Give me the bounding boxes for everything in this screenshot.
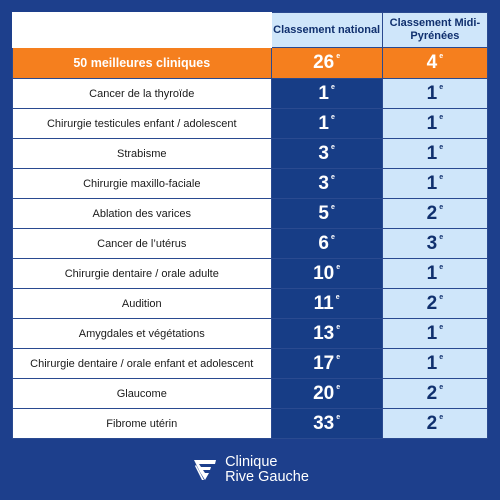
row-label: Strabisme xyxy=(12,138,272,169)
table-row: Strabisme 3 e 1 e xyxy=(12,138,489,169)
table-row: Chirurgie maxillo-faciale 3 e 1 e xyxy=(12,168,489,199)
header-regional: Classement Midi-Pyrénées xyxy=(381,12,489,48)
logo-line1: Clinique xyxy=(225,454,278,470)
table-header: Classement national Classement Midi-Pyré… xyxy=(12,12,489,48)
row-label: Cancer de la thyroïde xyxy=(12,78,272,109)
clinic-logo-icon xyxy=(194,460,217,480)
row-label: Chirurgie testicules enfant / adolescent xyxy=(12,108,272,139)
table-row: Audition 11 e 2 e xyxy=(12,288,489,319)
summary-national: 26 e xyxy=(270,47,383,79)
row-national-rank: 11 e xyxy=(270,288,383,319)
row-label: Audition xyxy=(12,288,272,319)
row-national-rank: 13 e xyxy=(270,318,383,349)
logo-line2: Rive Gauche xyxy=(225,469,309,485)
row-label: Glaucome xyxy=(12,378,272,409)
clinic-logo: Clinique Rive Gauche xyxy=(191,455,309,485)
row-label: Fibrome utérin xyxy=(12,408,272,439)
ranking-table: Classement national Classement Midi-Pyré… xyxy=(12,12,489,439)
row-national-rank: 17 e xyxy=(270,348,383,379)
table-row: Glaucome 20 e 2 e xyxy=(12,378,489,409)
row-label: Chirurgie dentaire / orale enfant et ado… xyxy=(12,348,272,379)
row-national-rank: 10 e xyxy=(270,258,383,289)
table-row: Cancer de la thyroïde 1 e 1 e xyxy=(12,78,489,109)
row-national-rank: 33 e xyxy=(270,408,383,439)
table-row: Ablation des varices 5 e 2 e xyxy=(12,198,489,229)
row-label: Amygdales et végétations xyxy=(12,318,272,349)
table-row: Fibrome utérin 33 e 2 e xyxy=(12,408,489,439)
row-label: Ablation des varices xyxy=(12,198,272,229)
table-row: Chirurgie testicules enfant / adolescent… xyxy=(12,108,489,139)
table-row: Cancer de l’utérus 6 e 3 e xyxy=(12,228,489,259)
row-label: Cancer de l’utérus xyxy=(12,228,272,259)
row-label: Chirurgie dentaire / orale adulte xyxy=(12,258,272,289)
footer: Clinique Rive Gauche xyxy=(0,448,500,492)
summary-label: 50 meilleures cliniques xyxy=(12,47,272,79)
table-row: Amygdales et végétations 13 e 1 e xyxy=(12,318,489,349)
row-national-rank: 20 e xyxy=(270,378,383,409)
header-national: Classement national xyxy=(270,12,383,48)
header-blank-cell xyxy=(12,12,272,48)
table-row: Chirurgie dentaire / orale adulte 10 e 1 e xyxy=(12,258,489,289)
row-label: Chirurgie maxillo-faciale xyxy=(12,168,272,199)
table-row: Chirurgie dentaire / orale enfant et ado… xyxy=(12,348,489,379)
